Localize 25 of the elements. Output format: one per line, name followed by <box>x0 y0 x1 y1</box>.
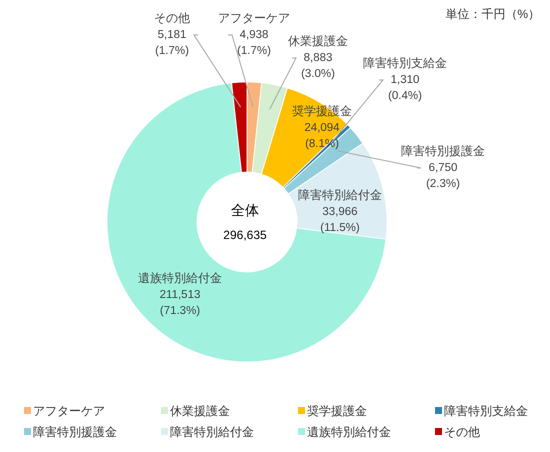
slice-label: その他 <box>154 11 190 25</box>
slice-label: 障害特別給付金 <box>298 188 382 202</box>
slice-label: 障害特別援護金 <box>401 144 485 158</box>
legend-label: 奨学援護金 <box>307 404 367 418</box>
data-label: 5,181 (1.7%) <box>155 29 190 57</box>
data-label: 1,310 (0.4%) <box>388 74 422 102</box>
legend-label: 障害特別援護金 <box>33 425 117 439</box>
data-label: 4,938 (1.7%) <box>237 29 272 57</box>
legend-label: 遺族特別給付金 <box>307 425 391 439</box>
slice-label: 休業援護金 <box>288 34 348 48</box>
legend-label: その他 <box>444 425 480 439</box>
data-label: 6,750 (2.3%) <box>426 162 460 190</box>
text: 単位：千円（%） <box>445 7 540 21</box>
slice-label: 遺族特別給付金 <box>138 271 222 285</box>
data-label: 8,883 (3.0%) <box>301 52 336 80</box>
slice-label: アフターケア <box>218 11 290 25</box>
data-label: 33,966 (11.5%) <box>320 206 360 234</box>
legend-label: 障害特別支給金 <box>444 404 528 418</box>
text: 296,635 <box>223 228 268 242</box>
legend-label: アフターケア <box>33 404 105 418</box>
data-label: 211,513 (71.3%) <box>160 289 200 317</box>
legend-label: 障害特別給付金 <box>170 425 254 439</box>
legend-label: 休業援護金 <box>170 404 230 418</box>
text: 全体 <box>231 202 259 218</box>
slice-label: 障害特別支給金 <box>363 56 447 70</box>
